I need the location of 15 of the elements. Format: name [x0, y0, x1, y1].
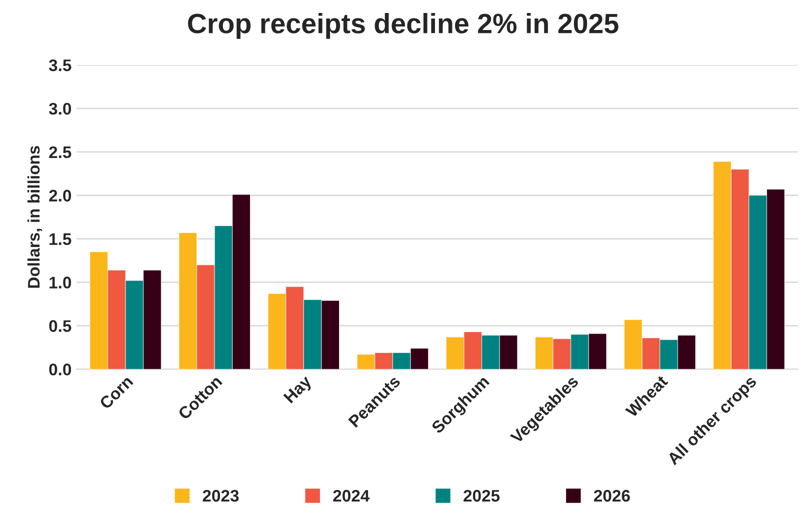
y-tick-label: 2.0 — [49, 190, 72, 202]
legend-label: 2026 — [594, 490, 630, 502]
y-tick-label: 2.5 — [49, 146, 72, 158]
legend-label: 2025 — [464, 490, 500, 502]
y-tick-label: 1.5 — [50, 233, 72, 246]
y-axis-title: Dollars, in billions — [27, 146, 42, 288]
y-tick-label: 3.5 — [48, 59, 72, 72]
y-tick-label: 0.5 — [49, 320, 72, 332]
legend-label: 2024 — [333, 490, 370, 502]
y-tick-label: 1.0 — [50, 276, 72, 288]
x-tick-label: Hay — [283, 374, 315, 406]
y-tick-label: 3.0 — [48, 102, 72, 115]
legend-label: 2023 — [202, 490, 239, 502]
chart-title: Crop receipts decline 2% in 2025 — [188, 13, 618, 39]
y-tick-label: 0.0 — [49, 364, 72, 376]
